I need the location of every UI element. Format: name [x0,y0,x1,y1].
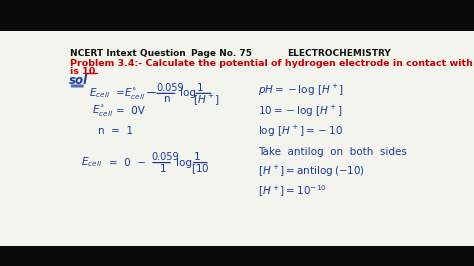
Text: $[10$: $[10$ [191,162,209,176]
Text: Page No. 75: Page No. 75 [191,49,253,58]
Text: $\log\,[H^+] = -10$: $\log\,[H^+] = -10$ [258,124,343,139]
Text: =  0V: = 0V [116,106,145,116]
Text: 0.059: 0.059 [152,152,180,162]
Text: 1: 1 [160,164,167,174]
Text: 1: 1 [193,152,200,162]
Text: sol: sol [68,74,88,87]
Text: $10 = -\log\,[H^+]$: $10 = -\log\,[H^+]$ [258,103,343,119]
Text: 0.059: 0.059 [156,83,184,93]
Text: Problem 3.4:- Calculate the potential of hydrogen electrode in contact with a so: Problem 3.4:- Calculate the potential of… [70,59,474,68]
Text: −: − [146,87,157,100]
Text: n  =  1: n = 1 [98,126,133,136]
Text: 1: 1 [197,83,204,93]
Text: ELECTROCHEMISTRY: ELECTROCHEMISTRY [287,49,391,58]
Text: log: log [176,157,192,168]
Text: =: = [116,88,125,98]
Text: $[H^+]$: $[H^+]$ [192,92,219,107]
Text: Take  antilog  on  both  sides: Take antilog on both sides [258,147,407,157]
Text: NCERT Intext Question: NCERT Intext Question [70,49,186,58]
Text: =  0  −: = 0 − [109,157,146,168]
Text: n: n [164,94,170,104]
Text: $pH = -\log\,[H^+]$: $pH = -\log\,[H^+]$ [258,83,344,98]
Text: $E_{cell}$: $E_{cell}$ [89,86,109,100]
Text: $E^{\circ}_{cell}$: $E^{\circ}_{cell}$ [124,86,145,101]
Text: $[H^+] = \mathrm{antilog}\,(-10)$: $[H^+] = \mathrm{antilog}\,(-10)$ [258,164,365,179]
Text: is 10.: is 10. [70,67,99,76]
Text: $[H^+] = 10^{-10}$: $[H^+] = 10^{-10}$ [258,184,327,200]
Text: $E_{cell}$: $E_{cell}$ [82,156,102,169]
Text: log: log [180,88,196,98]
Text: $E^{\circ}_{cell}$: $E^{\circ}_{cell}$ [92,103,113,118]
